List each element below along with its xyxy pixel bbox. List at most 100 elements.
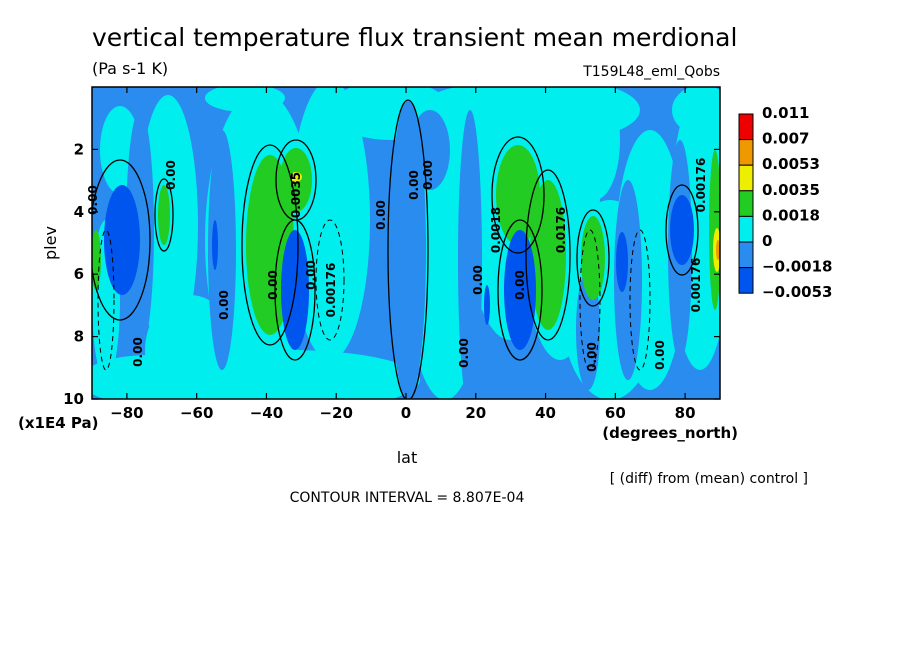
contour-label: 0.00: [421, 160, 435, 190]
contour-label: 0.00: [374, 200, 388, 230]
contour-line: [491, 136, 545, 254]
colorbar-swatch: [738, 267, 754, 294]
negative-core: [104, 185, 140, 295]
contour-line: [241, 144, 299, 346]
contour-label: 0.00: [457, 338, 471, 368]
contour-label: 0.0018: [489, 207, 503, 253]
y-scale-note: (x1E4 Pa): [18, 414, 98, 432]
comparison-note: [ (diff) from (mean) control ]: [610, 471, 808, 487]
dashed-contour-line: [315, 219, 345, 341]
contour-label: 0.00: [585, 342, 599, 372]
y-tick-label: 10: [63, 390, 84, 408]
colorbar-label: −0.0053: [762, 283, 832, 301]
units-label: (Pa s-1 K): [92, 59, 168, 78]
contour-line: [154, 178, 174, 252]
y-axis-ticks: 2 4 6 8 10: [63, 140, 720, 408]
colorbar-label: −0.0018: [762, 258, 832, 276]
contour-lines: [92, 99, 699, 399]
x-tick-label: −40: [250, 404, 283, 422]
y-tick-label: 6: [74, 265, 84, 283]
positive-region: [496, 145, 540, 245]
colorbar-label: 0.007: [762, 130, 809, 148]
blue-gap: [208, 130, 236, 370]
y-axis-label: plev: [41, 226, 60, 260]
colorbar-swatch: [738, 113, 754, 141]
contour-label: 0.0176: [554, 207, 568, 253]
plot-area: [92, 87, 720, 399]
negative-core: [616, 232, 628, 292]
cyan-region: [290, 365, 410, 399]
positive-region: [92, 230, 101, 290]
contour-label: 0.00176: [324, 263, 338, 318]
contour-label: 0.00: [217, 290, 231, 320]
contour-label: 0.00: [266, 270, 280, 300]
x-tick-label: −20: [319, 404, 352, 422]
cyan-region: [290, 87, 370, 360]
contour-label-group: 0.000.000.000.000.000.000.000.000.000.00…: [86, 158, 708, 372]
contour-line: [665, 184, 699, 276]
blue-gap: [126, 110, 154, 350]
contour-label: 0.00176: [689, 258, 703, 313]
x-tick-label: 60: [605, 404, 626, 422]
colorbar-label: 0.0053: [762, 155, 820, 173]
contour-label: 0.00: [471, 265, 485, 295]
contour-line: [274, 219, 316, 361]
x-tick-label: 0: [401, 404, 411, 422]
cyan-region: [480, 87, 640, 140]
positive-region: [158, 185, 170, 245]
x-axis-label: lat: [397, 448, 418, 467]
x-axis-units: (degrees_north): [602, 424, 738, 442]
contour-line: [525, 169, 571, 341]
contour-label: 0.00: [304, 260, 318, 290]
colorbar-swatch: [738, 139, 754, 166]
run-label: T159L48_eml_Qobs: [582, 64, 720, 80]
negative-core: [484, 285, 490, 325]
contour-label: 0.00: [513, 270, 527, 300]
blue-gap: [458, 110, 482, 399]
colorbar-swatch: [738, 190, 754, 217]
contour-line: [497, 219, 543, 361]
negative-core: [670, 195, 694, 265]
x-tick-label: −60: [180, 404, 213, 422]
maximum-region: [290, 172, 302, 182]
colorbar-swatch: [738, 215, 754, 243]
colorbar-label: 0.0035: [762, 181, 820, 199]
blue-gap: [576, 270, 600, 390]
contour-label: 0.00: [653, 340, 667, 370]
dashed-contour-line: [629, 229, 651, 371]
x-tick-label: 80: [675, 404, 696, 422]
x-tick-label: 20: [465, 404, 486, 422]
maximum-region: [716, 240, 720, 260]
contour-label: 0.00: [86, 185, 100, 215]
x-axis-ticks: −80 −60 −40 −20 0 20 40 60 80: [110, 87, 696, 422]
contour-line: [576, 209, 610, 307]
positive-region: [581, 216, 605, 300]
contour-label: 0.0035: [289, 172, 303, 218]
contour-label: 0.00: [407, 170, 421, 200]
positive-region: [709, 150, 720, 310]
cyan-region: [672, 87, 720, 135]
negative-core: [504, 230, 536, 350]
negative-core: [212, 220, 218, 270]
contour-label: 0.00: [131, 337, 145, 367]
dashed-contour-line: [97, 229, 115, 371]
blue-gap: [614, 180, 642, 380]
x-tick-label: −80: [110, 404, 143, 422]
contour-label: 0.00176: [694, 158, 708, 213]
dashed-contour-line: [579, 229, 601, 371]
colorbar-label: 0.0018: [762, 206, 820, 224]
colorbar-swatch: [738, 164, 754, 192]
y-tick-label: 2: [74, 140, 84, 158]
contour-line: [387, 99, 429, 399]
cyan-region: [205, 87, 285, 112]
contour-line: [92, 159, 151, 321]
contour-label: 0.00: [164, 160, 178, 190]
y-tick-label: 4: [74, 203, 84, 221]
x-tick-label: 40: [535, 404, 556, 422]
positive-region: [530, 180, 566, 330]
colorbar-legend: 0.011 0.007 0.0053 0.0035 0.0018 0 −0.0018 −0.0…: [738, 104, 832, 301]
y-tick-label: 8: [74, 328, 84, 346]
cyan-region: [92, 355, 220, 399]
colorbar-label: 0: [762, 232, 772, 250]
